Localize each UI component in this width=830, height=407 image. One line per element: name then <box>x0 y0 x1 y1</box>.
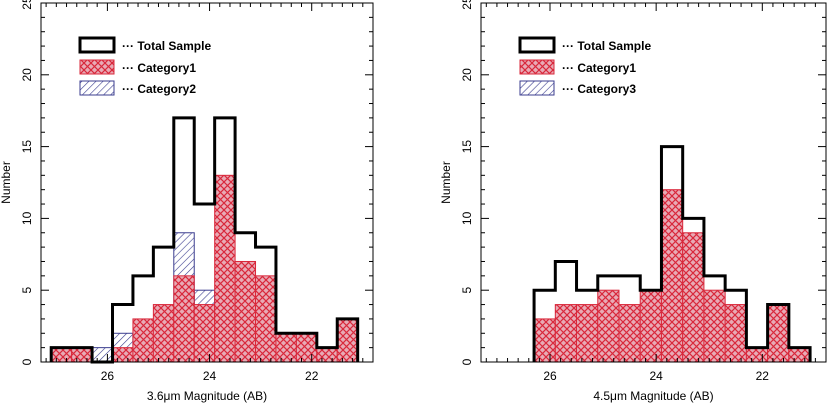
total-sample-outline <box>532 145 812 362</box>
cat1-bar <box>275 332 297 363</box>
legend-swatch-category2 <box>79 80 115 96</box>
cat1-bar <box>255 275 277 363</box>
y-axis: 0 5 10 15 20 25 <box>460 0 826 365</box>
x-tick-label: 24 <box>203 369 217 383</box>
x-axis-label: 4.5μm Magnitude (AB) <box>593 389 713 403</box>
legend-swatch-category2 <box>519 80 555 96</box>
x-axis-label: 3.6μm Magnitude (AB) <box>147 389 267 403</box>
y-tick-label: 0 <box>460 358 474 365</box>
y-tick-label: 20 <box>20 68 34 82</box>
legend-label: ··· Category1 <box>562 61 636 75</box>
y-tick-label: 15 <box>20 140 34 154</box>
cat1-bar <box>533 318 556 363</box>
cat1-bar <box>660 189 684 363</box>
cat1-bar <box>132 318 154 363</box>
y-axis-label: Number <box>0 161 13 204</box>
x-tick-label: 22 <box>305 369 319 383</box>
y-axis-label: Number <box>439 161 453 204</box>
y-tick-label: 5 <box>20 287 34 294</box>
legend-label: ··· Category1 <box>122 61 196 75</box>
y-tick-label: 10 <box>20 211 34 225</box>
legend-label: ··· Category2 <box>122 82 196 96</box>
cat1-bar <box>316 347 338 363</box>
cat2-bar <box>91 347 114 363</box>
legend-label: ··· Total Sample <box>122 39 211 53</box>
legend: ··· Total Sample ··· Category1 ··· Categor… <box>78 36 211 96</box>
cat1-bar <box>703 289 726 363</box>
y-tick-label: 20 <box>460 68 474 82</box>
cat1-bar <box>71 347 93 363</box>
cat1-bar <box>234 260 257 363</box>
legend-label: ··· Category3 <box>562 82 636 96</box>
cat1-bar <box>597 289 620 363</box>
cat1-bar <box>152 304 175 363</box>
y-tick-label: 10 <box>460 211 474 225</box>
x-tick-label: 22 <box>756 369 770 383</box>
cat1-bar <box>724 304 747 363</box>
legend-swatch-category1 <box>79 59 115 75</box>
x-tick-label: 26 <box>101 369 115 383</box>
cat1-bar <box>745 347 769 363</box>
right-histogram-panel: 26 24 22 0 5 10 15 20 25 4.5μm Magnitude (AB) Numb… <box>439 0 827 403</box>
cat1-bar <box>50 347 73 363</box>
cat1-bar <box>295 332 318 363</box>
x-tick-label: 24 <box>649 369 663 383</box>
legend-swatch-total <box>518 36 556 54</box>
cat1-bar <box>214 174 236 363</box>
y-tick-label: 5 <box>460 287 474 294</box>
left-histogram-panel: 26 24 22 0 5 10 15 20 25 3.6μm Magnitude (AB) Numb… <box>0 0 374 403</box>
cat1-bar <box>788 347 811 363</box>
cat1-bar <box>767 304 790 363</box>
cat1-bar <box>639 289 662 363</box>
cat1-bar <box>336 318 359 363</box>
cat1-bar <box>618 304 641 363</box>
cat1-bar <box>193 304 216 363</box>
legend-swatch-category1 <box>519 59 555 75</box>
cat1-bar <box>554 304 578 363</box>
cat1-bar <box>112 347 134 363</box>
y-tick-label: 0 <box>20 358 34 365</box>
cat1-bar <box>682 232 705 363</box>
plot-frame <box>40 2 374 363</box>
x-axis: 26 24 22 <box>45 3 364 383</box>
x-axis: 26 24 22 <box>485 3 816 383</box>
y-axis: 0 5 10 15 20 25 <box>20 0 373 365</box>
plot-frame <box>480 2 827 363</box>
legend: ··· Total Sample ··· Category1 ··· Categor… <box>518 36 651 96</box>
cat1-bar <box>576 304 599 363</box>
legend-label: ··· Total Sample <box>562 39 651 53</box>
x-tick-label: 26 <box>543 369 557 383</box>
y-tick-label: 25 <box>20 0 34 10</box>
y-tick-label: 15 <box>460 140 474 154</box>
cat1-bar <box>173 275 195 363</box>
legend-swatch-total <box>78 36 116 54</box>
y-tick-label: 25 <box>460 0 474 10</box>
